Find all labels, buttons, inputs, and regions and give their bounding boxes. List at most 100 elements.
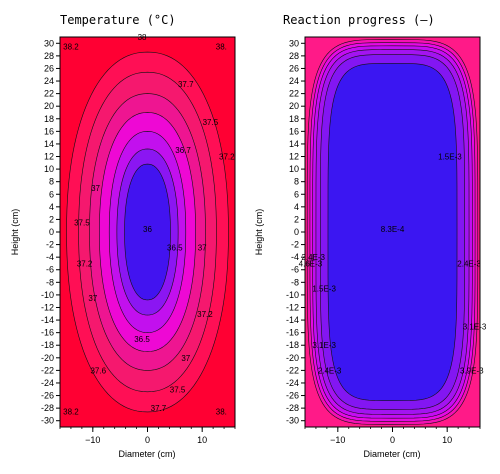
contour-label: 36.5 xyxy=(167,244,183,253)
y-tick-label: -20 xyxy=(286,353,299,363)
y-tick-label: 24 xyxy=(44,76,54,86)
y-tick-label: 28 xyxy=(44,51,54,61)
x-tick-label: 10 xyxy=(442,435,452,445)
contour-label: 3.1E-3 xyxy=(463,322,487,331)
contour-label: 37 xyxy=(198,244,207,253)
reaction-progress-panel: Reaction progress (–) 1.5E-3 8.3E-4 2.4E-3… xyxy=(254,13,487,459)
y-tick-label: -12 xyxy=(41,302,54,312)
y-tick-label: -10 xyxy=(41,290,54,300)
y-tick-label: 2 xyxy=(294,214,299,224)
contour-label: 3.9E-3 xyxy=(460,366,484,375)
contour-label: 38. xyxy=(216,407,227,416)
y-tick-label: 16 xyxy=(44,126,54,136)
y-tick-label: 12 xyxy=(44,152,54,162)
contour-label: 36.7 xyxy=(175,146,191,155)
temperature-panel: Temperature (°C) 38.2 38 38. 37.7 37.5 37.2 36… xyxy=(10,13,236,459)
y-tick-label: -24 xyxy=(41,378,54,388)
y-tick-label: -30 xyxy=(41,416,54,426)
y-tick-label: -26 xyxy=(286,391,299,401)
contour-label: 2.4E-3 xyxy=(301,253,325,262)
temperature-contour-plot: 38.23838.37.737.537.236.73737.537.237363… xyxy=(41,33,236,445)
contour-label: 38 xyxy=(138,33,147,42)
y-tick-label: -28 xyxy=(41,403,54,413)
x-tick-label: 0 xyxy=(390,435,395,445)
y-tick-label: -12 xyxy=(286,302,299,312)
y-tick-label: -30 xyxy=(286,416,299,426)
y-tick-label: -16 xyxy=(286,328,299,338)
temperature-ylabel: Height (cm) xyxy=(10,209,20,256)
contour-label: 37 xyxy=(88,294,97,303)
y-tick-label: -14 xyxy=(286,315,299,325)
x-tick-label: −10 xyxy=(85,435,100,445)
x-tick-label: 0 xyxy=(145,435,150,445)
y-tick-label: 10 xyxy=(289,164,299,174)
y-tick-label: -2 xyxy=(46,240,54,250)
reaction-progress-xlabel: Diameter (cm) xyxy=(363,449,420,459)
y-tick-label: 4 xyxy=(49,202,54,212)
y-tick-label: 4 xyxy=(294,202,299,212)
y-tick-label: -26 xyxy=(41,391,54,401)
contour-label: 37.5 xyxy=(203,118,219,127)
y-tick-label: 8 xyxy=(49,177,54,187)
contour-label: 1.5E-3 xyxy=(438,153,462,162)
contour-label: 37.6 xyxy=(90,366,106,375)
y-tick-label: -16 xyxy=(41,328,54,338)
temperature-xlabel: Diameter (cm) xyxy=(118,449,175,459)
y-tick-label: 26 xyxy=(289,63,299,73)
y-tick-label: -2 xyxy=(291,240,299,250)
x-tick-label: 10 xyxy=(197,435,207,445)
reaction-progress-contour-plot: 1.5E-38.3E-42.4E-33.1E-33.9E-32.4E-34.6E… xyxy=(286,36,487,445)
contour-band-7 xyxy=(124,163,171,301)
contour-label: 37.5 xyxy=(74,219,90,228)
y-tick-label: 14 xyxy=(44,139,54,149)
contour-label: 2.4E-3 xyxy=(318,366,342,375)
reaction-progress-ylabel: Height (cm) xyxy=(254,209,264,256)
y-tick-label: -18 xyxy=(41,340,54,350)
y-tick-label: 0 xyxy=(49,227,54,237)
y-tick-label: 30 xyxy=(44,38,54,48)
y-tick-label: 28 xyxy=(289,51,299,61)
y-tick-label: -22 xyxy=(286,365,299,375)
contour-label: 36.5 xyxy=(134,335,150,344)
y-tick-label: 22 xyxy=(289,89,299,99)
y-tick-label: -20 xyxy=(41,353,54,363)
y-tick-label: 6 xyxy=(49,189,54,199)
y-tick-label: 0 xyxy=(294,227,299,237)
contour-band-6 xyxy=(327,63,458,401)
y-tick-label: 18 xyxy=(44,114,54,124)
contour-label: 37 xyxy=(91,184,100,193)
y-tick-label: -6 xyxy=(291,265,299,275)
y-tick-label: 14 xyxy=(289,139,299,149)
y-tick-label: 8 xyxy=(294,177,299,187)
y-tick-label: 18 xyxy=(289,114,299,124)
y-tick-label: -28 xyxy=(286,403,299,413)
y-tick-label: -8 xyxy=(46,277,54,287)
contour-label: 38.2 xyxy=(63,407,79,416)
y-tick-label: -8 xyxy=(291,277,299,287)
temperature-title: Temperature (°C) xyxy=(60,13,176,27)
y-tick-label: -4 xyxy=(291,252,299,262)
contour-label: 38. xyxy=(216,42,227,51)
contour-label: 8.3E-4 xyxy=(381,225,405,234)
contour-label: 1.5E-3 xyxy=(312,285,336,294)
contour-label: 38.2 xyxy=(63,42,79,51)
y-tick-label: 20 xyxy=(289,101,299,111)
y-tick-label: 16 xyxy=(289,126,299,136)
contour-label: 4.6E-3 xyxy=(299,259,323,268)
contour-label: 37.2 xyxy=(77,259,93,268)
contour-label: 37.5 xyxy=(170,385,186,394)
contour-label: 37.2 xyxy=(197,310,213,319)
y-tick-label: -22 xyxy=(41,365,54,375)
y-tick-label: -6 xyxy=(46,265,54,275)
contour-label: 2.4E-3 xyxy=(457,259,481,268)
y-tick-label: -14 xyxy=(41,315,54,325)
reaction-progress-title: Reaction progress (–) xyxy=(283,13,435,27)
y-tick-label: -10 xyxy=(286,290,299,300)
y-tick-label: 12 xyxy=(289,152,299,162)
x-tick-label: −10 xyxy=(330,435,345,445)
contour-label: 37 xyxy=(181,354,190,363)
y-tick-label: -18 xyxy=(286,340,299,350)
y-tick-label: 22 xyxy=(44,89,54,99)
contour-label: 37.7 xyxy=(178,80,194,89)
y-tick-label: 26 xyxy=(44,63,54,73)
